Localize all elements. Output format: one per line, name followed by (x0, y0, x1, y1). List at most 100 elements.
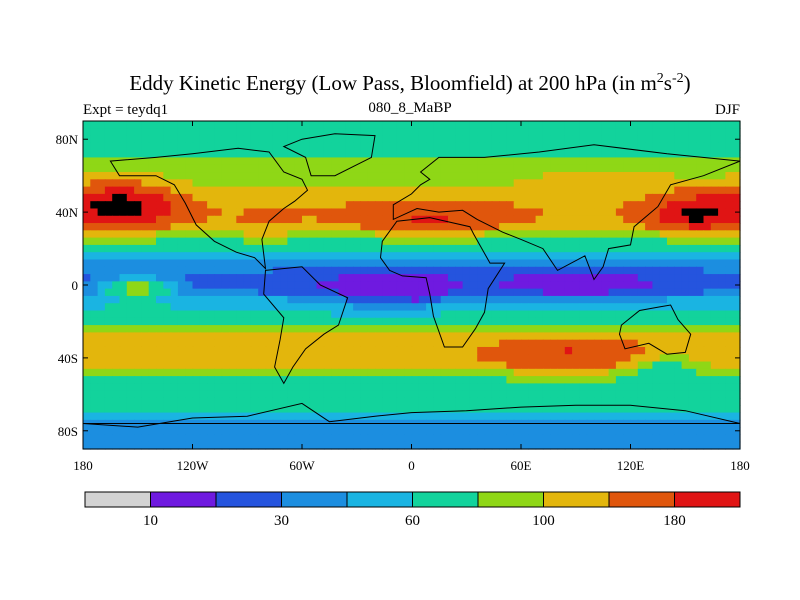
field-cell (302, 128, 310, 137)
field-cell (630, 332, 639, 341)
field-cell (112, 412, 121, 421)
field-cell (608, 412, 617, 421)
field-cell (630, 150, 639, 159)
field-cell (338, 142, 347, 151)
field-cell (681, 281, 690, 290)
field-cell (426, 390, 434, 399)
field-cell (710, 441, 719, 450)
field-cell (725, 266, 734, 275)
field-cell (396, 361, 405, 370)
field-cell (360, 128, 369, 137)
field-cell (542, 354, 551, 363)
field-cell (462, 223, 471, 231)
field-cell (630, 339, 639, 348)
field-cell (528, 128, 537, 137)
field-cell (338, 259, 347, 268)
field-cell (280, 332, 288, 341)
field-cell (309, 303, 318, 312)
field-cell (659, 179, 668, 188)
field-cell (141, 128, 150, 137)
field-cell (236, 376, 245, 384)
field-cell (703, 281, 712, 290)
field-cell (250, 339, 259, 348)
field-cell (214, 135, 223, 144)
field-cell (535, 252, 544, 261)
field-cell (199, 368, 208, 377)
field-cell (199, 441, 208, 450)
field-cell (469, 201, 478, 210)
field-cell (280, 215, 288, 224)
field-cell (535, 325, 544, 333)
field-cell (630, 412, 639, 421)
field-cell (506, 303, 515, 312)
field-cell (396, 339, 405, 348)
field-cell (448, 142, 456, 151)
field-cell (703, 295, 712, 304)
field-cell (214, 121, 223, 129)
field-cell (674, 244, 683, 253)
field-cell (404, 397, 413, 406)
field-cell (375, 179, 383, 188)
field-cell (513, 237, 522, 246)
field-cell (389, 427, 398, 436)
field-cell (338, 164, 347, 173)
field-cell (564, 150, 573, 159)
field-cell (396, 397, 405, 406)
field-cell (579, 405, 588, 414)
field-cell (185, 434, 194, 443)
field-cell (542, 397, 551, 406)
colorbar-swatch (215, 491, 282, 508)
field-cell (469, 325, 478, 333)
field-cell (404, 150, 413, 159)
field-cell (148, 244, 157, 253)
field-cell (214, 142, 223, 151)
field-cell (477, 157, 486, 166)
field-cell (477, 193, 486, 202)
field-cell (426, 135, 434, 144)
field-cell (375, 142, 383, 151)
field-cell (615, 150, 624, 159)
coastline-australia (618, 304, 692, 355)
field-cell (732, 186, 741, 195)
field-cell (418, 339, 427, 348)
field-cell (302, 223, 310, 231)
field-cell (302, 172, 310, 180)
field-cell (433, 354, 442, 363)
field-cell (448, 376, 456, 384)
field-cell (338, 179, 347, 188)
field-cell (732, 295, 741, 304)
field-cell (221, 434, 230, 443)
x-tick-label: 180 (730, 458, 750, 473)
field-cell (637, 223, 646, 231)
field-cell (148, 157, 157, 166)
field-cell (302, 215, 310, 224)
field-cell (287, 215, 296, 224)
field-cell (250, 266, 259, 275)
field-cell (608, 441, 617, 450)
field-cell (389, 281, 398, 290)
field-cell (499, 390, 507, 399)
field-cell (645, 317, 653, 326)
field-cell (302, 441, 310, 450)
field-cell (207, 346, 215, 355)
field-cell (90, 376, 99, 384)
field-cell (491, 186, 500, 195)
field-cell (97, 201, 106, 210)
field-cell (477, 208, 486, 217)
field-cell (586, 121, 595, 129)
field-cell (426, 201, 434, 210)
field-cell (703, 208, 712, 217)
field-cell (90, 230, 99, 239)
field-cell (608, 252, 617, 261)
field-cell (177, 208, 186, 217)
field-cell (250, 179, 259, 188)
field-cell (579, 186, 588, 195)
field-cell (710, 412, 719, 421)
field-cell (455, 208, 464, 217)
field-cell (469, 346, 478, 355)
field-cell (221, 164, 230, 173)
field-cell (192, 172, 201, 180)
field-cell (119, 427, 128, 436)
field-cell (272, 441, 281, 450)
field-cell (455, 317, 464, 326)
